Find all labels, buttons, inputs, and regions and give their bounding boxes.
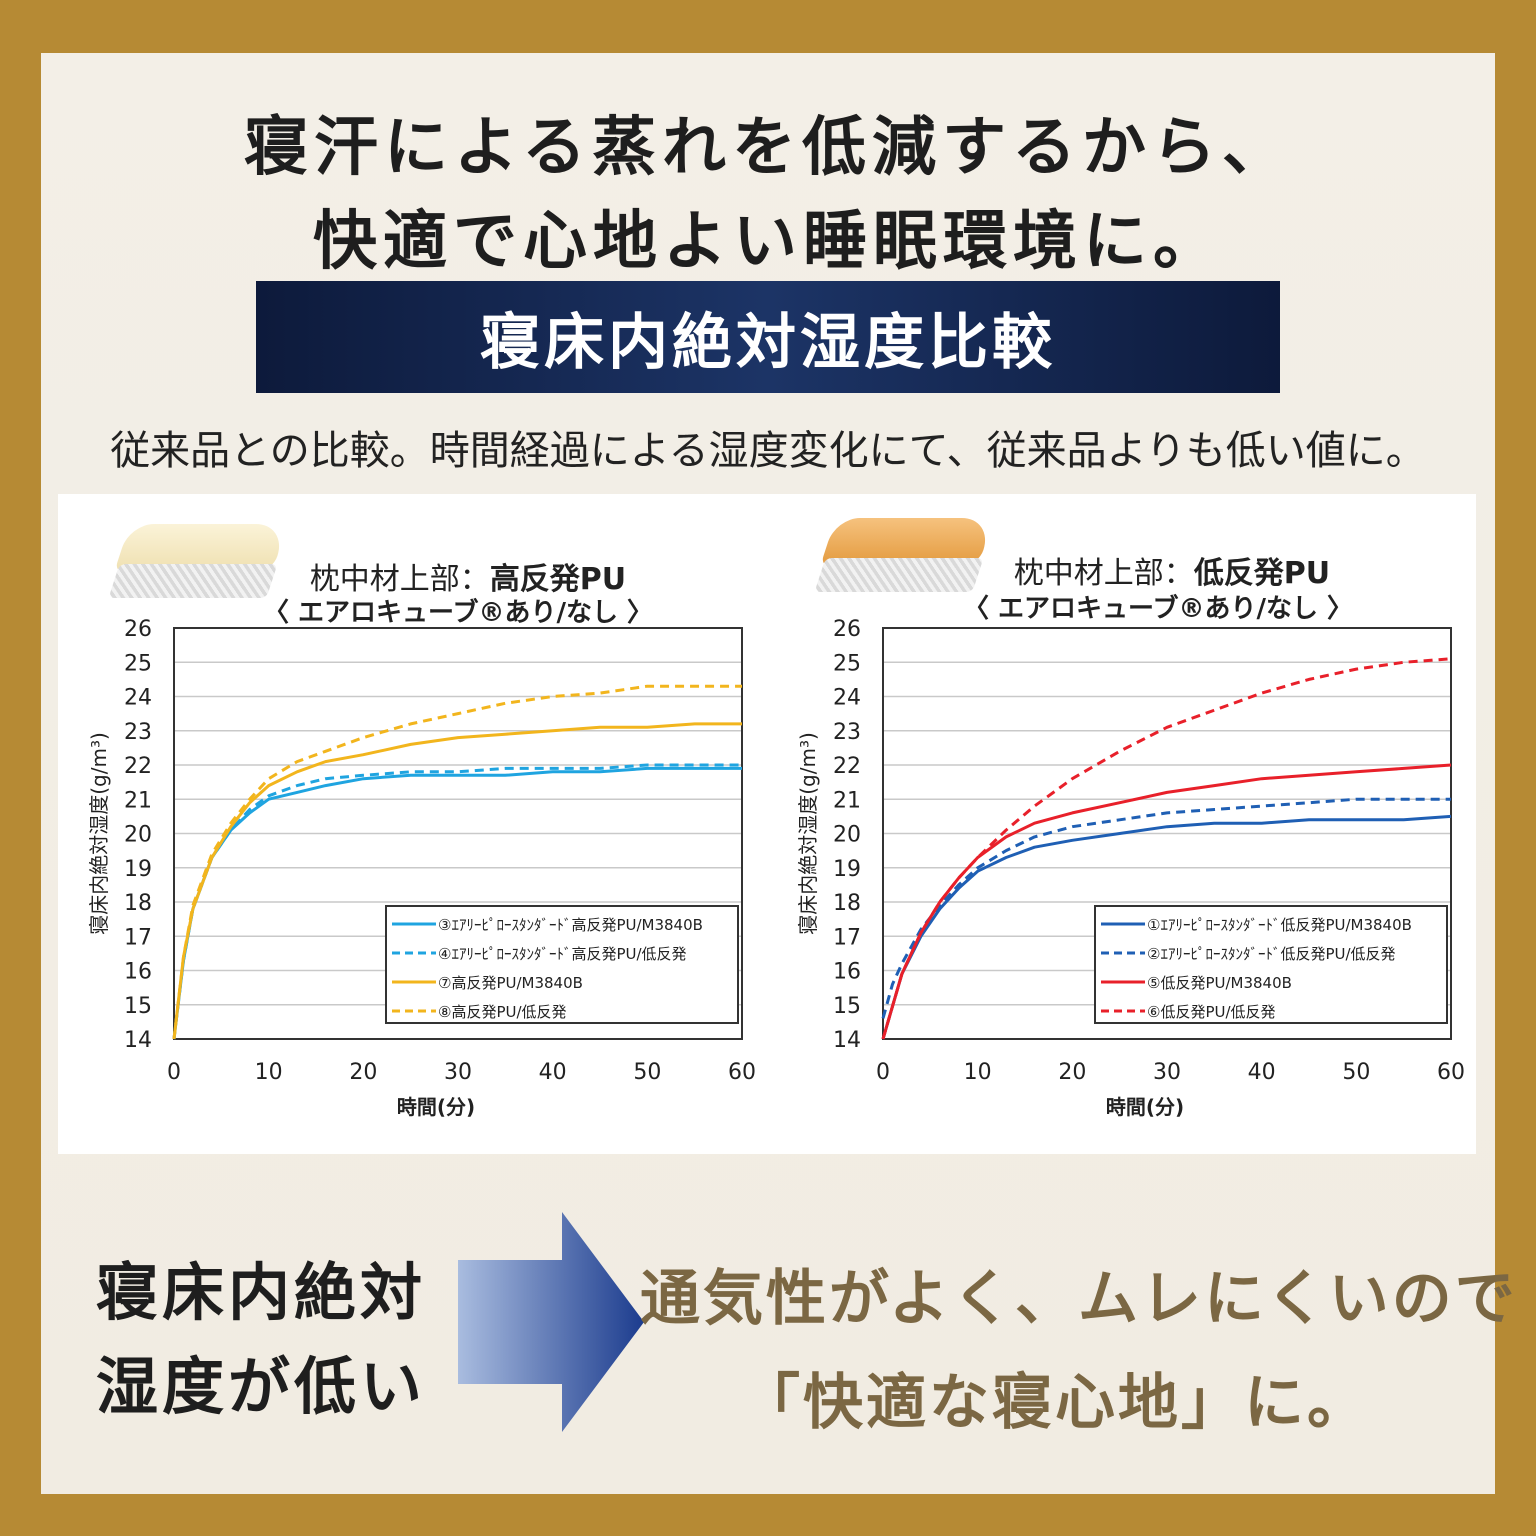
chart-panel: 枕中材上部：高反発PU 〈 エアロキューブ®あり/なし 〉 枕中材上部：低反発P…: [58, 494, 1476, 1154]
y-tick-label: 24: [833, 686, 861, 711]
plot-area: [882, 627, 1452, 1040]
y-tick-label: 24: [124, 686, 152, 711]
x-tick-label: 20: [1058, 1060, 1086, 1085]
x-tick-label: 10: [964, 1060, 992, 1085]
arrow-right-icon: [458, 1212, 644, 1432]
series-line-4: [172, 684, 742, 1040]
humidity-chart-low-resilience: 14 15 16 17 18 19 20 21 22 23 24 25 26 0 10 20 30 40 50 60 時…: [796, 617, 1465, 1119]
y-axis-label: 寝床内絶対湿度(g/m³): [796, 732, 820, 935]
y-tick-label: 21: [124, 788, 152, 813]
pillow-low-resilience-image: [814, 518, 994, 598]
y-axis-label: 寝床内絶対湿度(g/m³): [87, 732, 111, 935]
y-tick-label: 23: [833, 720, 861, 745]
x-tick-label: 30: [1153, 1060, 1181, 1085]
y-tick-label: 22: [833, 754, 861, 779]
legend-box: [1094, 905, 1448, 1024]
humidity-chart-high-resilience: 14 15 16 17 18 19 20 21 22 23 24 25 26 0 10 20 30 40 50 60 時…: [87, 617, 756, 1119]
y-tick-label: 26: [124, 617, 152, 642]
series-line-2: [881, 797, 1451, 1019]
chart-right-title-strong: 低反発PU: [1193, 556, 1331, 591]
x-tick-label: 50: [1342, 1060, 1370, 1085]
y-tick-label: 18: [124, 891, 152, 916]
legend-entry: ⑦高反発PU/M3840B: [438, 974, 583, 992]
y-tick-label: 19: [833, 857, 861, 882]
legend-entry: ⑤低反発PU/M3840B: [1147, 974, 1292, 992]
y-tick-label: 15: [124, 994, 152, 1019]
headline-line-1: 寝汗による蒸れを低減するから、: [243, 111, 1293, 185]
conclusion-right-line-2: 「快適な寝心地」に。: [740, 1368, 1370, 1438]
comparison-banner: 寝床内絶対湿度比較: [256, 281, 1280, 393]
chart-right-title: 枕中材上部：低反発PU: [972, 548, 1372, 592]
series-line-1: [881, 814, 1452, 1040]
legend-entry: ②ｴｱﾘｰﾋﾟﾛｰｽﾀﾝﾀﾞｰﾄﾞ低反発PU/低反発: [1147, 945, 1396, 963]
legend-box: [385, 905, 739, 1024]
x-axis-label: 時間(分): [397, 1095, 475, 1119]
chart-left-title-strong: 高反発PU: [489, 562, 627, 597]
plot-area: [173, 627, 743, 1040]
x-tick-label: 20: [349, 1060, 377, 1085]
x-tick-label: 0: [876, 1060, 890, 1085]
x-tick-label: 40: [1248, 1060, 1276, 1085]
y-tick-label: 20: [833, 823, 861, 848]
y-tick-label: 22: [124, 754, 152, 779]
x-tick-label: 40: [539, 1060, 567, 1085]
y-tick-label: 17: [124, 925, 152, 950]
chart-right-title-prefix: 枕中材上部：: [1013, 556, 1194, 591]
y-tick-label: 14: [833, 1028, 861, 1053]
conclusion-left-line-1: 寝床内絶対: [96, 1256, 427, 1329]
y-tick-label: 19: [124, 857, 152, 882]
comparison-subline: 従来品との比較。時間経過による湿度変化にて、従来品よりも低い値に。: [110, 428, 1426, 474]
legend-entry: ①ｴｱﾘｰﾋﾟﾛｰｽﾀﾝﾀﾞｰﾄﾞ低反発PU/M3840B: [1147, 916, 1412, 934]
legend-entry: ⑧高反発PU/低反発: [438, 1003, 567, 1021]
legend-entry: ③ｴｱﾘｰﾋﾟﾛｰｽﾀﾝﾀﾞｰﾄﾞ高反発PU/M3840B: [438, 916, 703, 934]
conclusion-right-line-1: 通気性がよく、ムレにくいので: [640, 1264, 1518, 1334]
y-tick-label: 26: [833, 617, 861, 642]
series-line-2: [172, 763, 742, 1040]
chart-left-title-prefix: 枕中材上部：: [309, 562, 490, 597]
conclusion-left-line-2: 湿度が低い: [96, 1350, 427, 1423]
y-tick-label: 18: [833, 891, 861, 916]
x-tick-label: 10: [255, 1060, 283, 1085]
x-tick-label: 0: [167, 1060, 181, 1085]
y-tick-label: 21: [833, 788, 861, 813]
chart-left-subtitle: 〈 エアロキューブ®あり/なし 〉: [262, 598, 654, 628]
x-tick-label: 60: [1437, 1060, 1465, 1085]
chart-right-subtitle: 〈 エアロキューブ®あり/なし 〉: [962, 594, 1354, 624]
y-tick-label: 14: [124, 1028, 152, 1053]
y-tick-label: 16: [833, 960, 861, 985]
x-tick-label: 50: [633, 1060, 661, 1085]
legend-entry: ⑥低反発PU/低反発: [1147, 1003, 1276, 1021]
series-line-4: [881, 657, 1452, 1040]
y-tick-label: 25: [124, 651, 152, 676]
y-tick-label: 25: [833, 651, 861, 676]
y-tick-label: 17: [833, 925, 861, 950]
x-axis-label: 時間(分): [1106, 1095, 1184, 1119]
y-tick-label: 16: [124, 960, 152, 985]
chart-left-title: 枕中材上部：高反発PU: [268, 554, 668, 598]
x-tick-label: 30: [444, 1060, 472, 1085]
y-tick-label: 23: [124, 720, 152, 745]
series-line-3: [172, 722, 742, 1040]
y-tick-label: 15: [833, 994, 861, 1019]
headline-line-2: 快適で心地よい睡眠環境に。: [313, 205, 1223, 279]
y-tick-label: 20: [124, 823, 152, 848]
legend-entry: ④ｴｱﾘｰﾋﾟﾛｰｽﾀﾝﾀﾞｰﾄﾞ高反発PU/低反発: [438, 945, 687, 963]
x-tick-label: 60: [728, 1060, 756, 1085]
